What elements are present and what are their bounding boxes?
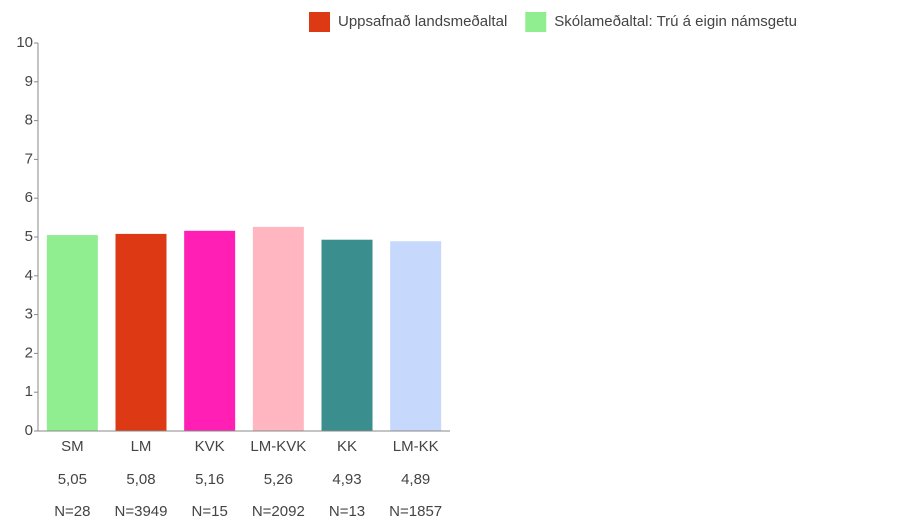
x-tick-label: LM <box>131 438 152 455</box>
n-label: N=13 <box>329 503 365 520</box>
x-tick-label: KK <box>337 438 357 455</box>
y-tick-label: 5 <box>25 228 33 245</box>
y-tick-label: 3 <box>25 306 33 323</box>
value-label: 4,89 <box>401 471 430 488</box>
bar <box>390 241 442 431</box>
y-tick-label: 7 <box>25 150 33 167</box>
bar <box>252 226 304 431</box>
x-tick-label: KVK <box>195 438 225 455</box>
bar <box>46 235 98 431</box>
value-label: 5,26 <box>264 471 293 488</box>
y-tick-label: 1 <box>25 383 33 400</box>
n-label: N=1857 <box>389 503 442 520</box>
y-tick-label: 9 <box>25 73 33 90</box>
n-label: N=28 <box>54 503 90 520</box>
y-tick-label: 6 <box>25 189 33 206</box>
legend-label: Uppsafnað landsmeðaltal <box>338 13 507 30</box>
y-tick-label: 10 <box>16 34 33 51</box>
value-label: 5,05 <box>58 471 87 488</box>
n-label: N=3949 <box>115 503 168 520</box>
value-label: 5,16 <box>195 471 224 488</box>
y-tick-label: 2 <box>25 344 33 361</box>
y-tick-label: 4 <box>25 267 33 284</box>
bar <box>321 239 373 431</box>
x-tick-label: LM-KK <box>393 438 439 455</box>
legend-swatch <box>525 12 547 32</box>
bar <box>115 233 167 431</box>
x-tick-label: SM <box>61 438 84 455</box>
n-label: N=2092 <box>252 503 305 520</box>
legend-swatch <box>309 12 330 32</box>
value-label: 4,93 <box>332 471 361 488</box>
y-tick-label: 0 <box>25 422 33 439</box>
n-label: N=15 <box>192 503 228 520</box>
bar <box>184 230 236 431</box>
x-tick-label: LM-KVK <box>250 438 306 455</box>
value-label: 5,08 <box>126 471 155 488</box>
y-tick-label: 8 <box>25 112 33 129</box>
legend-label: Skólameðaltal: Trú á eigin námsgetu <box>554 13 797 30</box>
